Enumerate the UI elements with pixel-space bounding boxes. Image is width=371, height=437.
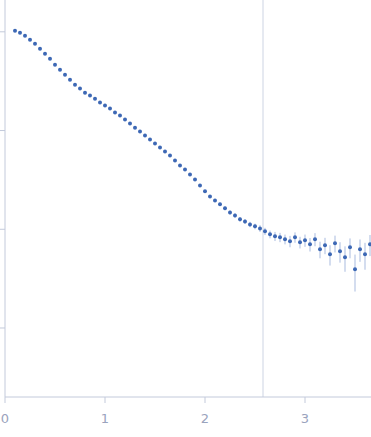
point bbox=[143, 134, 147, 138]
x-tick-label: 2 bbox=[201, 411, 209, 426]
point bbox=[363, 252, 367, 256]
point bbox=[338, 249, 342, 253]
point bbox=[153, 142, 157, 146]
point bbox=[263, 229, 267, 233]
point bbox=[93, 97, 97, 101]
point bbox=[78, 87, 82, 91]
point bbox=[53, 63, 57, 67]
point bbox=[103, 104, 107, 108]
point bbox=[28, 38, 32, 42]
point bbox=[123, 118, 127, 122]
point bbox=[278, 235, 282, 239]
point bbox=[213, 198, 217, 202]
point bbox=[18, 31, 22, 35]
point bbox=[133, 126, 137, 130]
y-tick bbox=[0, 130, 5, 131]
x-tick bbox=[305, 397, 306, 403]
x-tick bbox=[5, 397, 6, 403]
point bbox=[48, 57, 52, 61]
point bbox=[298, 240, 302, 244]
point bbox=[288, 239, 292, 243]
point bbox=[88, 94, 92, 98]
point bbox=[68, 78, 72, 82]
point bbox=[158, 146, 162, 150]
data bbox=[13, 29, 371, 292]
point bbox=[283, 237, 287, 241]
point bbox=[138, 130, 142, 134]
point bbox=[328, 252, 332, 256]
point bbox=[178, 163, 182, 167]
point bbox=[108, 107, 112, 111]
point bbox=[228, 210, 232, 214]
point bbox=[258, 226, 262, 230]
point bbox=[43, 52, 47, 56]
point bbox=[173, 158, 177, 162]
point bbox=[38, 47, 42, 51]
point bbox=[358, 247, 362, 251]
point bbox=[353, 267, 357, 271]
point bbox=[168, 153, 172, 157]
point bbox=[58, 68, 62, 72]
point bbox=[198, 183, 202, 187]
point bbox=[313, 237, 317, 241]
point bbox=[273, 234, 277, 238]
point bbox=[118, 114, 122, 118]
point bbox=[303, 238, 307, 242]
point bbox=[293, 235, 297, 239]
x-tick-label: 0 bbox=[1, 411, 9, 426]
error-bar bbox=[355, 255, 356, 292]
x-tick-label: 3 bbox=[301, 411, 309, 426]
point bbox=[218, 202, 222, 206]
point bbox=[83, 91, 87, 95]
chart: 0 1 2 3 bbox=[0, 0, 371, 437]
point bbox=[308, 242, 312, 246]
point bbox=[183, 167, 187, 171]
point bbox=[223, 206, 227, 210]
x-axis bbox=[5, 397, 371, 398]
point bbox=[343, 255, 347, 259]
x-tick-label: 1 bbox=[101, 411, 109, 426]
point bbox=[113, 111, 117, 115]
y-tick bbox=[0, 327, 5, 328]
point bbox=[203, 189, 207, 193]
y-axis bbox=[5, 0, 6, 397]
x-tick bbox=[105, 397, 106, 403]
point bbox=[13, 29, 17, 33]
point bbox=[253, 224, 257, 228]
y-tick bbox=[0, 31, 5, 32]
reference-line bbox=[263, 0, 264, 397]
point bbox=[333, 241, 337, 245]
point bbox=[348, 245, 352, 249]
point bbox=[148, 138, 152, 142]
point bbox=[248, 222, 252, 226]
point bbox=[238, 217, 242, 221]
point bbox=[268, 232, 272, 236]
point bbox=[368, 242, 371, 246]
point bbox=[208, 194, 212, 198]
error-bar bbox=[365, 243, 366, 270]
y-tick bbox=[0, 229, 5, 230]
point bbox=[193, 177, 197, 181]
point bbox=[128, 121, 132, 125]
point bbox=[73, 83, 77, 87]
point bbox=[233, 213, 237, 217]
point bbox=[23, 34, 27, 38]
point bbox=[98, 101, 102, 105]
point bbox=[33, 42, 37, 46]
x-tick bbox=[205, 397, 206, 403]
point bbox=[243, 219, 247, 223]
point bbox=[163, 149, 167, 153]
point bbox=[323, 243, 327, 247]
point bbox=[188, 172, 192, 176]
point bbox=[63, 73, 67, 77]
point bbox=[318, 247, 322, 251]
